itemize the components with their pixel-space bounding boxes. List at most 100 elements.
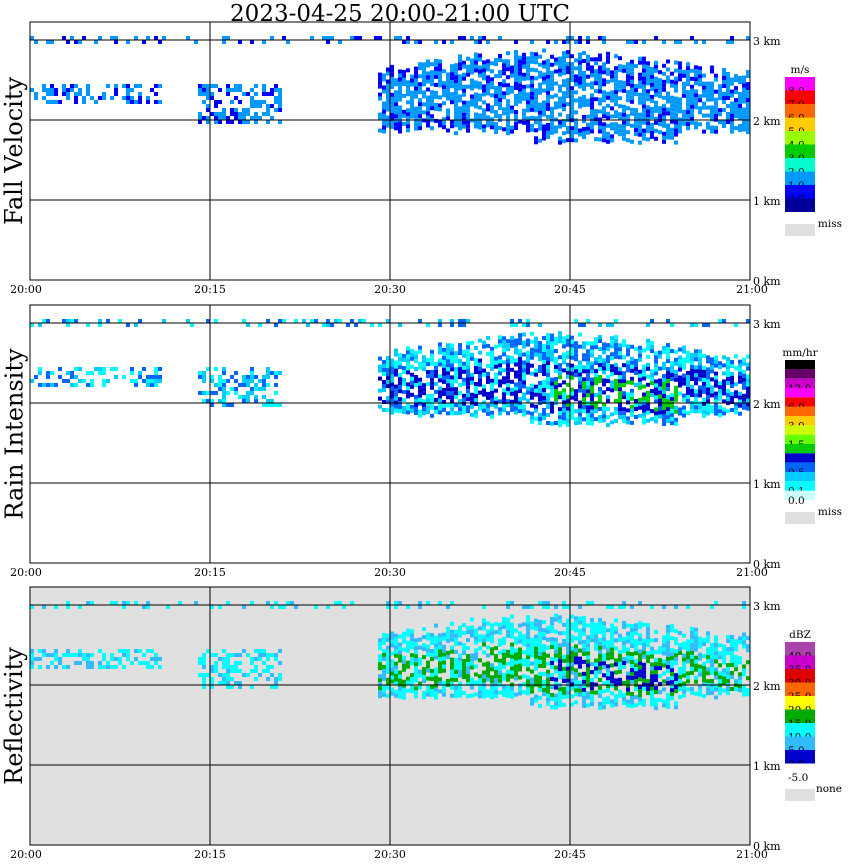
echo-cell (402, 378, 406, 382)
echo-cell (578, 388, 582, 393)
echo-cell (574, 369, 578, 374)
echo-cell (134, 379, 138, 383)
echo-cell (646, 342, 650, 347)
echo-cell (446, 355, 450, 360)
echo-cell (466, 365, 470, 370)
echo-cell (138, 100, 142, 104)
echo-cell (638, 661, 642, 666)
echo-cell (458, 375, 462, 380)
echo-cell (58, 657, 62, 661)
echo-cell (574, 110, 578, 115)
echo-cell (134, 383, 138, 387)
echo-cell (638, 653, 642, 658)
echo-cell (246, 379, 250, 383)
echo-cell (566, 398, 570, 403)
echo-cell (418, 122, 422, 127)
echo-cell (542, 672, 546, 677)
echo-cell (214, 84, 218, 88)
echo-cell (454, 391, 458, 396)
echo-cell (486, 637, 490, 642)
echo-cell (566, 354, 570, 359)
colorbar-swatch (785, 696, 815, 710)
echo-cell (706, 387, 710, 392)
echo-cell (130, 88, 134, 92)
echo-cell (670, 656, 674, 661)
echo-cell (474, 410, 478, 414)
echo-cell (74, 92, 78, 96)
echo-cell (562, 642, 566, 647)
echo-cell (450, 411, 454, 416)
echo-cell (574, 357, 578, 362)
echo-cell (586, 130, 590, 135)
echo-cell (666, 632, 670, 637)
echo-cell (478, 125, 482, 130)
echo-cell (450, 347, 454, 352)
echo-cell (634, 132, 638, 137)
echo-cell (734, 126, 738, 131)
echo-cell (418, 106, 422, 111)
echo-cell (550, 357, 554, 362)
echo-cell (262, 661, 266, 665)
echo-cell (378, 84, 382, 89)
echo-cell (490, 691, 494, 696)
echo-cell (610, 671, 614, 676)
echo-cell (394, 693, 398, 698)
x-tick-label: 20:00 (10, 283, 42, 296)
echo-cell (590, 630, 594, 635)
echo-cell (410, 404, 414, 409)
echo-cell (630, 40, 634, 44)
echo-cell (734, 102, 738, 107)
echo-cell (682, 669, 686, 674)
echo-cell (498, 363, 502, 368)
echo-cell (266, 653, 270, 657)
echo-cell (730, 384, 734, 388)
echo-cell (390, 84, 394, 89)
echo-cell (546, 601, 550, 605)
echo-cell (274, 108, 278, 112)
echo-cell (598, 657, 602, 662)
echo-cell (622, 419, 626, 424)
echo-cell (430, 641, 434, 645)
echo-cell (262, 379, 266, 383)
echo-cell (530, 411, 534, 416)
echo-cell (442, 684, 446, 689)
colorbar-label: -5.0 (788, 772, 808, 784)
echo-cell (538, 703, 542, 708)
echo-cell (622, 605, 626, 609)
echo-cell (398, 674, 402, 679)
x-tick-label: 20:45 (554, 848, 586, 861)
echo-cell (558, 395, 562, 400)
echo-cell (214, 104, 218, 108)
echo-cell (590, 601, 594, 605)
echo-cell (726, 667, 730, 672)
echo-cell (214, 661, 218, 665)
echo-cell (98, 319, 102, 323)
echo-cell (598, 339, 602, 343)
echo-cell (554, 93, 558, 98)
echo-cell (642, 420, 646, 425)
echo-cell (382, 400, 386, 404)
echo-cell (682, 665, 686, 670)
echo-cell (706, 113, 710, 118)
echo-cell (414, 351, 418, 355)
echo-cell (614, 662, 618, 667)
echo-cell (734, 390, 738, 395)
echo-cell (414, 399, 418, 403)
echo-cell (622, 637, 626, 641)
echo-cell (518, 667, 522, 672)
echo-cell (250, 391, 254, 395)
echo-cell (550, 110, 554, 115)
echo-cell (662, 111, 666, 116)
echo-cell (382, 676, 386, 681)
echo-cell (598, 661, 602, 666)
echo-cell (634, 627, 638, 632)
echo-cell (526, 627, 530, 632)
echo-cell (654, 60, 658, 65)
echo-cell (482, 368, 486, 373)
echo-cell (534, 698, 538, 703)
echo-cell (246, 375, 250, 379)
echo-cell (394, 633, 398, 638)
echo-cell (558, 64, 562, 69)
echo-cell (566, 662, 570, 667)
echo-cell (570, 66, 574, 71)
